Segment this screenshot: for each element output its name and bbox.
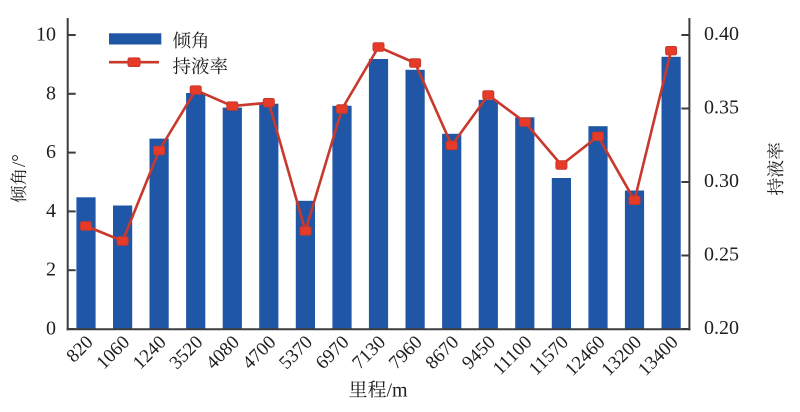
svg-text:10: 10 — [36, 24, 56, 46]
svg-text:/m: /m — [387, 379, 409, 401]
svg-text:8: 8 — [46, 82, 56, 104]
svg-text:0.20: 0.20 — [704, 317, 739, 339]
svg-text:0.40: 0.40 — [704, 23, 739, 45]
svg-text:/°: /° — [9, 154, 30, 167]
svg-text:0: 0 — [46, 318, 56, 340]
svg-text:6: 6 — [46, 141, 56, 163]
svg-text:0.35: 0.35 — [704, 96, 739, 118]
svg-text:4: 4 — [46, 200, 56, 222]
svg-text:0.25: 0.25 — [704, 243, 739, 265]
svg-text:0.30: 0.30 — [704, 170, 739, 192]
svg-text:2: 2 — [46, 259, 56, 281]
